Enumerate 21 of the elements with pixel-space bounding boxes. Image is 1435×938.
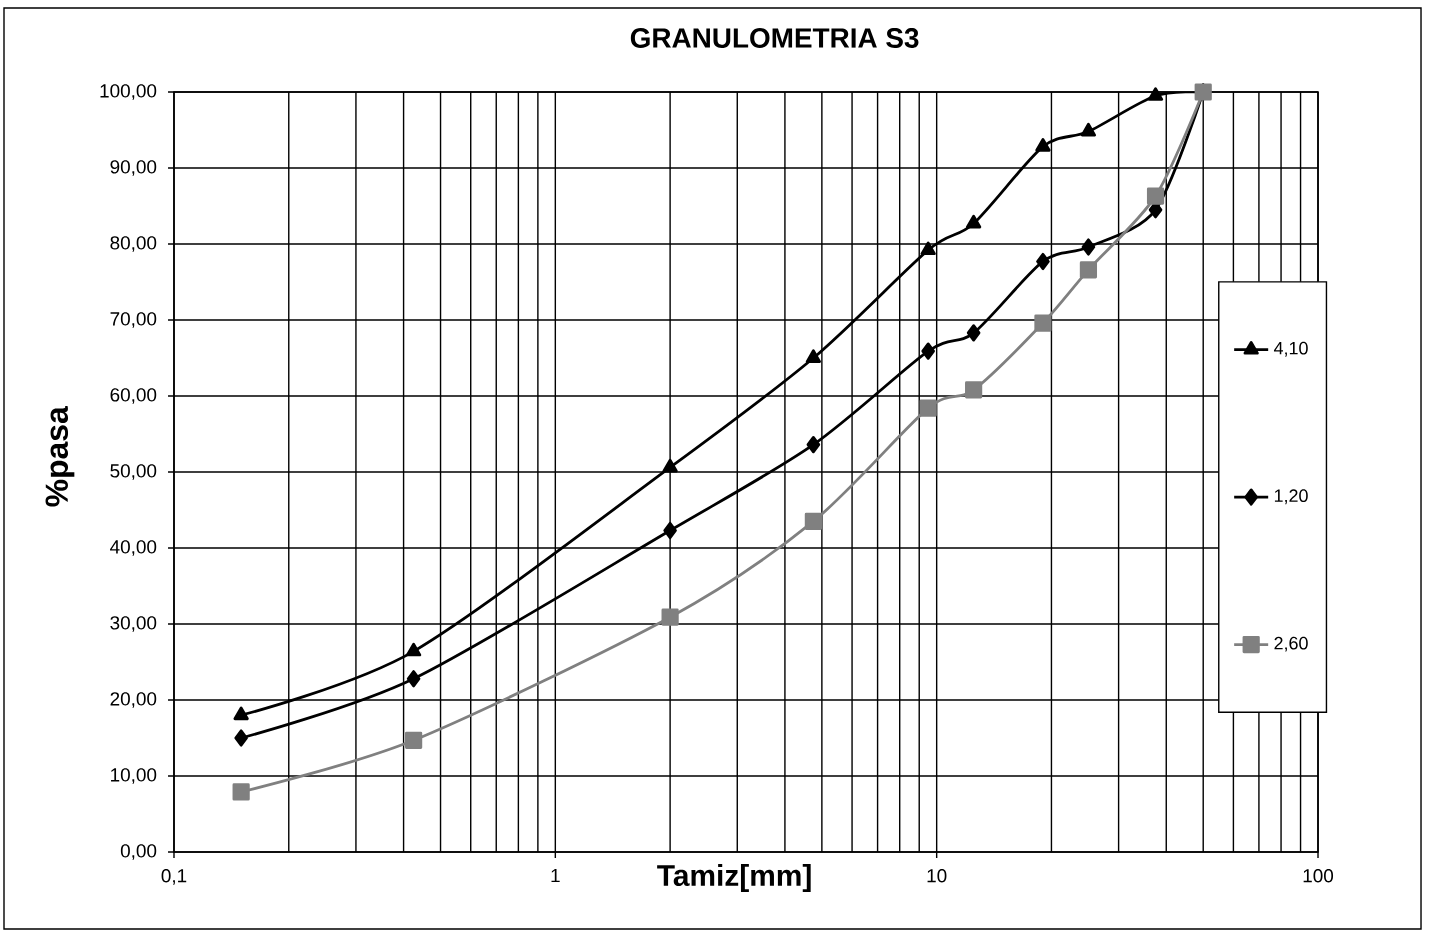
- y-tick-label: 70,00: [110, 312, 157, 328]
- x-tick-label: 100: [1303, 869, 1334, 883]
- y-tick-label: 10,00: [111, 768, 157, 784]
- x-tick-label: 10: [927, 869, 947, 883]
- x-axis-title: Tamiz[mm]: [657, 864, 811, 892]
- legend-label: 1,20: [1274, 489, 1308, 505]
- legend-label: 2,60: [1274, 636, 1308, 652]
- y-tick-label: 50,00: [110, 464, 157, 480]
- x-tick-label: 0,1: [161, 869, 187, 885]
- y-tick-label: 0,00: [120, 844, 157, 860]
- y-tick-label: 90,00: [110, 160, 157, 176]
- x-tick-label: 1: [551, 869, 560, 883]
- y-tick-label: 20,00: [110, 692, 157, 708]
- y-tick-label: 60,00: [110, 388, 157, 404]
- legend-label: 4,10: [1273, 341, 1308, 357]
- y-tick-label: 40,00: [110, 540, 157, 556]
- y-axis-title: %pasa: [45, 406, 75, 507]
- chart-title: GRANULOMETRIA S3: [630, 28, 919, 48]
- y-tick-label: 100,00: [100, 84, 157, 100]
- y-tick-label: 30,00: [110, 616, 157, 632]
- y-tick-label: 80,00: [110, 236, 157, 252]
